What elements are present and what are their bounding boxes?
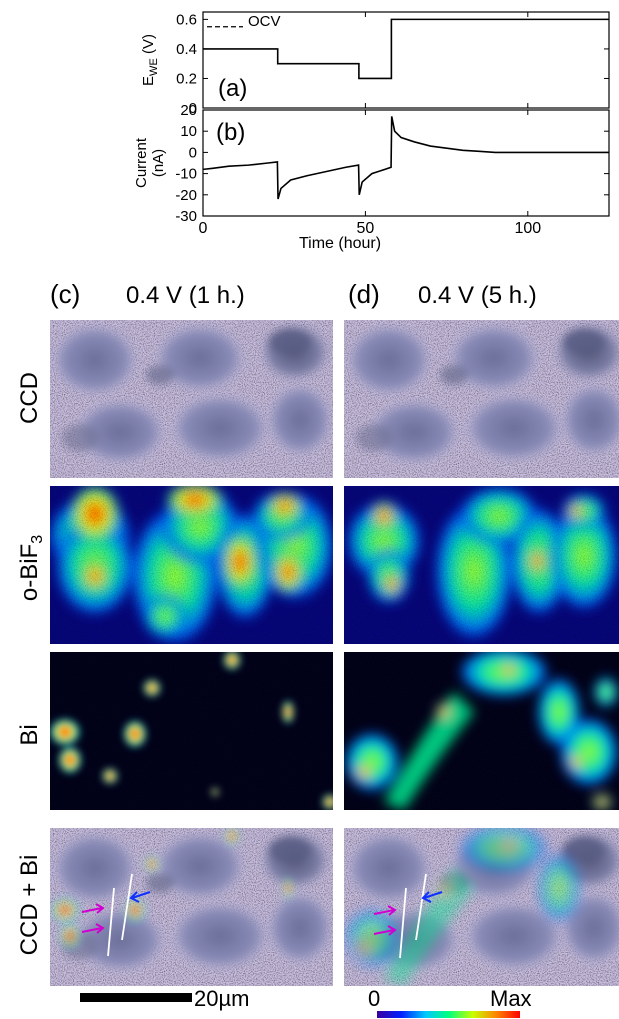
y-tick-label: 20: [180, 102, 197, 119]
row-label-ccd-bi: CCD + Bi: [16, 855, 43, 956]
ccd-bi-overlay-d: [344, 828, 619, 986]
y-axis-label-b-line2: (nA): [150, 149, 167, 177]
y-tick-label: 0.4: [176, 41, 197, 58]
ccd-image-d: [344, 320, 619, 478]
y-tick-label: 0: [189, 100, 197, 117]
panel-d-title: 0.4 V (5 h.): [418, 282, 537, 309]
panel-d-label: (d): [348, 279, 380, 309]
panel-a-label: (a): [218, 75, 247, 102]
current-line: [202, 116, 609, 200]
y-tick-label: 0.6: [176, 11, 197, 28]
y-tick-label: -10: [175, 166, 197, 183]
y-axis-label-b-line1: Current: [133, 137, 150, 188]
colorbar-max-label: Max: [490, 986, 532, 1011]
plot-frame-b: [202, 109, 610, 217]
x-tick-label: 50: [357, 220, 375, 237]
boundary-line: [107, 887, 115, 957]
scale-bar: [80, 993, 192, 1002]
obif3-map-c: [50, 486, 333, 644]
row-label-bi: Bi: [16, 724, 43, 745]
ccd-bi-overlay-c: [50, 828, 334, 986]
potential-line: [203, 18, 609, 80]
boundary-line: [399, 887, 407, 959]
magenta-arrow: [81, 903, 105, 934]
bi-map-d: [344, 652, 619, 810]
y-tick-label: 10: [180, 123, 197, 140]
x-ticks-b: 0 50 100: [199, 110, 541, 237]
chart-a: OCV (a) 0 0.2 0.4 0.6 EWE (V): [140, 11, 610, 117]
series-a: [203, 18, 609, 80]
magenta-arrow: [373, 905, 397, 936]
panel-c-title: 0.4 V (1 h.): [126, 282, 245, 309]
x-tick-label: 100: [514, 220, 541, 237]
y-tick-label: -30: [175, 208, 197, 225]
blue-arrow: [421, 891, 443, 903]
x-tick-label: 0: [199, 220, 208, 237]
panel-b-label: (b): [216, 119, 245, 146]
colorbar-min-label: 0: [368, 986, 380, 1011]
y-ticks-b: -30 -20 -10 0 10 20: [175, 102, 609, 225]
scale-bar-label: 20µm: [194, 986, 249, 1011]
y-axis-label-a: EWE (V): [140, 34, 160, 86]
y-tick-label: 0.2: [176, 70, 197, 87]
series-b: [202, 116, 609, 200]
ccd-image-c: [50, 320, 334, 478]
y-tick-label: 0: [189, 144, 197, 161]
ocv-label: OCV: [248, 13, 281, 30]
obif3-map-d: [344, 486, 619, 644]
plot-frame-a: [202, 11, 610, 109]
row-label-ccd: CCD: [16, 372, 43, 424]
boundary-line: [121, 873, 133, 941]
blue-arrow: [129, 891, 151, 903]
colorbar: [377, 1011, 520, 1018]
panel-c-label: (c): [50, 279, 80, 309]
chart-b: (b) -30 -20 -10 0 10 20 0 50 100 Current (nA) T…: [133, 102, 610, 252]
bi-map-c: [50, 652, 333, 810]
row-label-obif3: o-BiF3: [16, 535, 46, 601]
y-tick-label: -20: [175, 187, 197, 204]
x-axis-label: Time (hour): [299, 235, 381, 252]
boundary-line: [415, 873, 427, 941]
